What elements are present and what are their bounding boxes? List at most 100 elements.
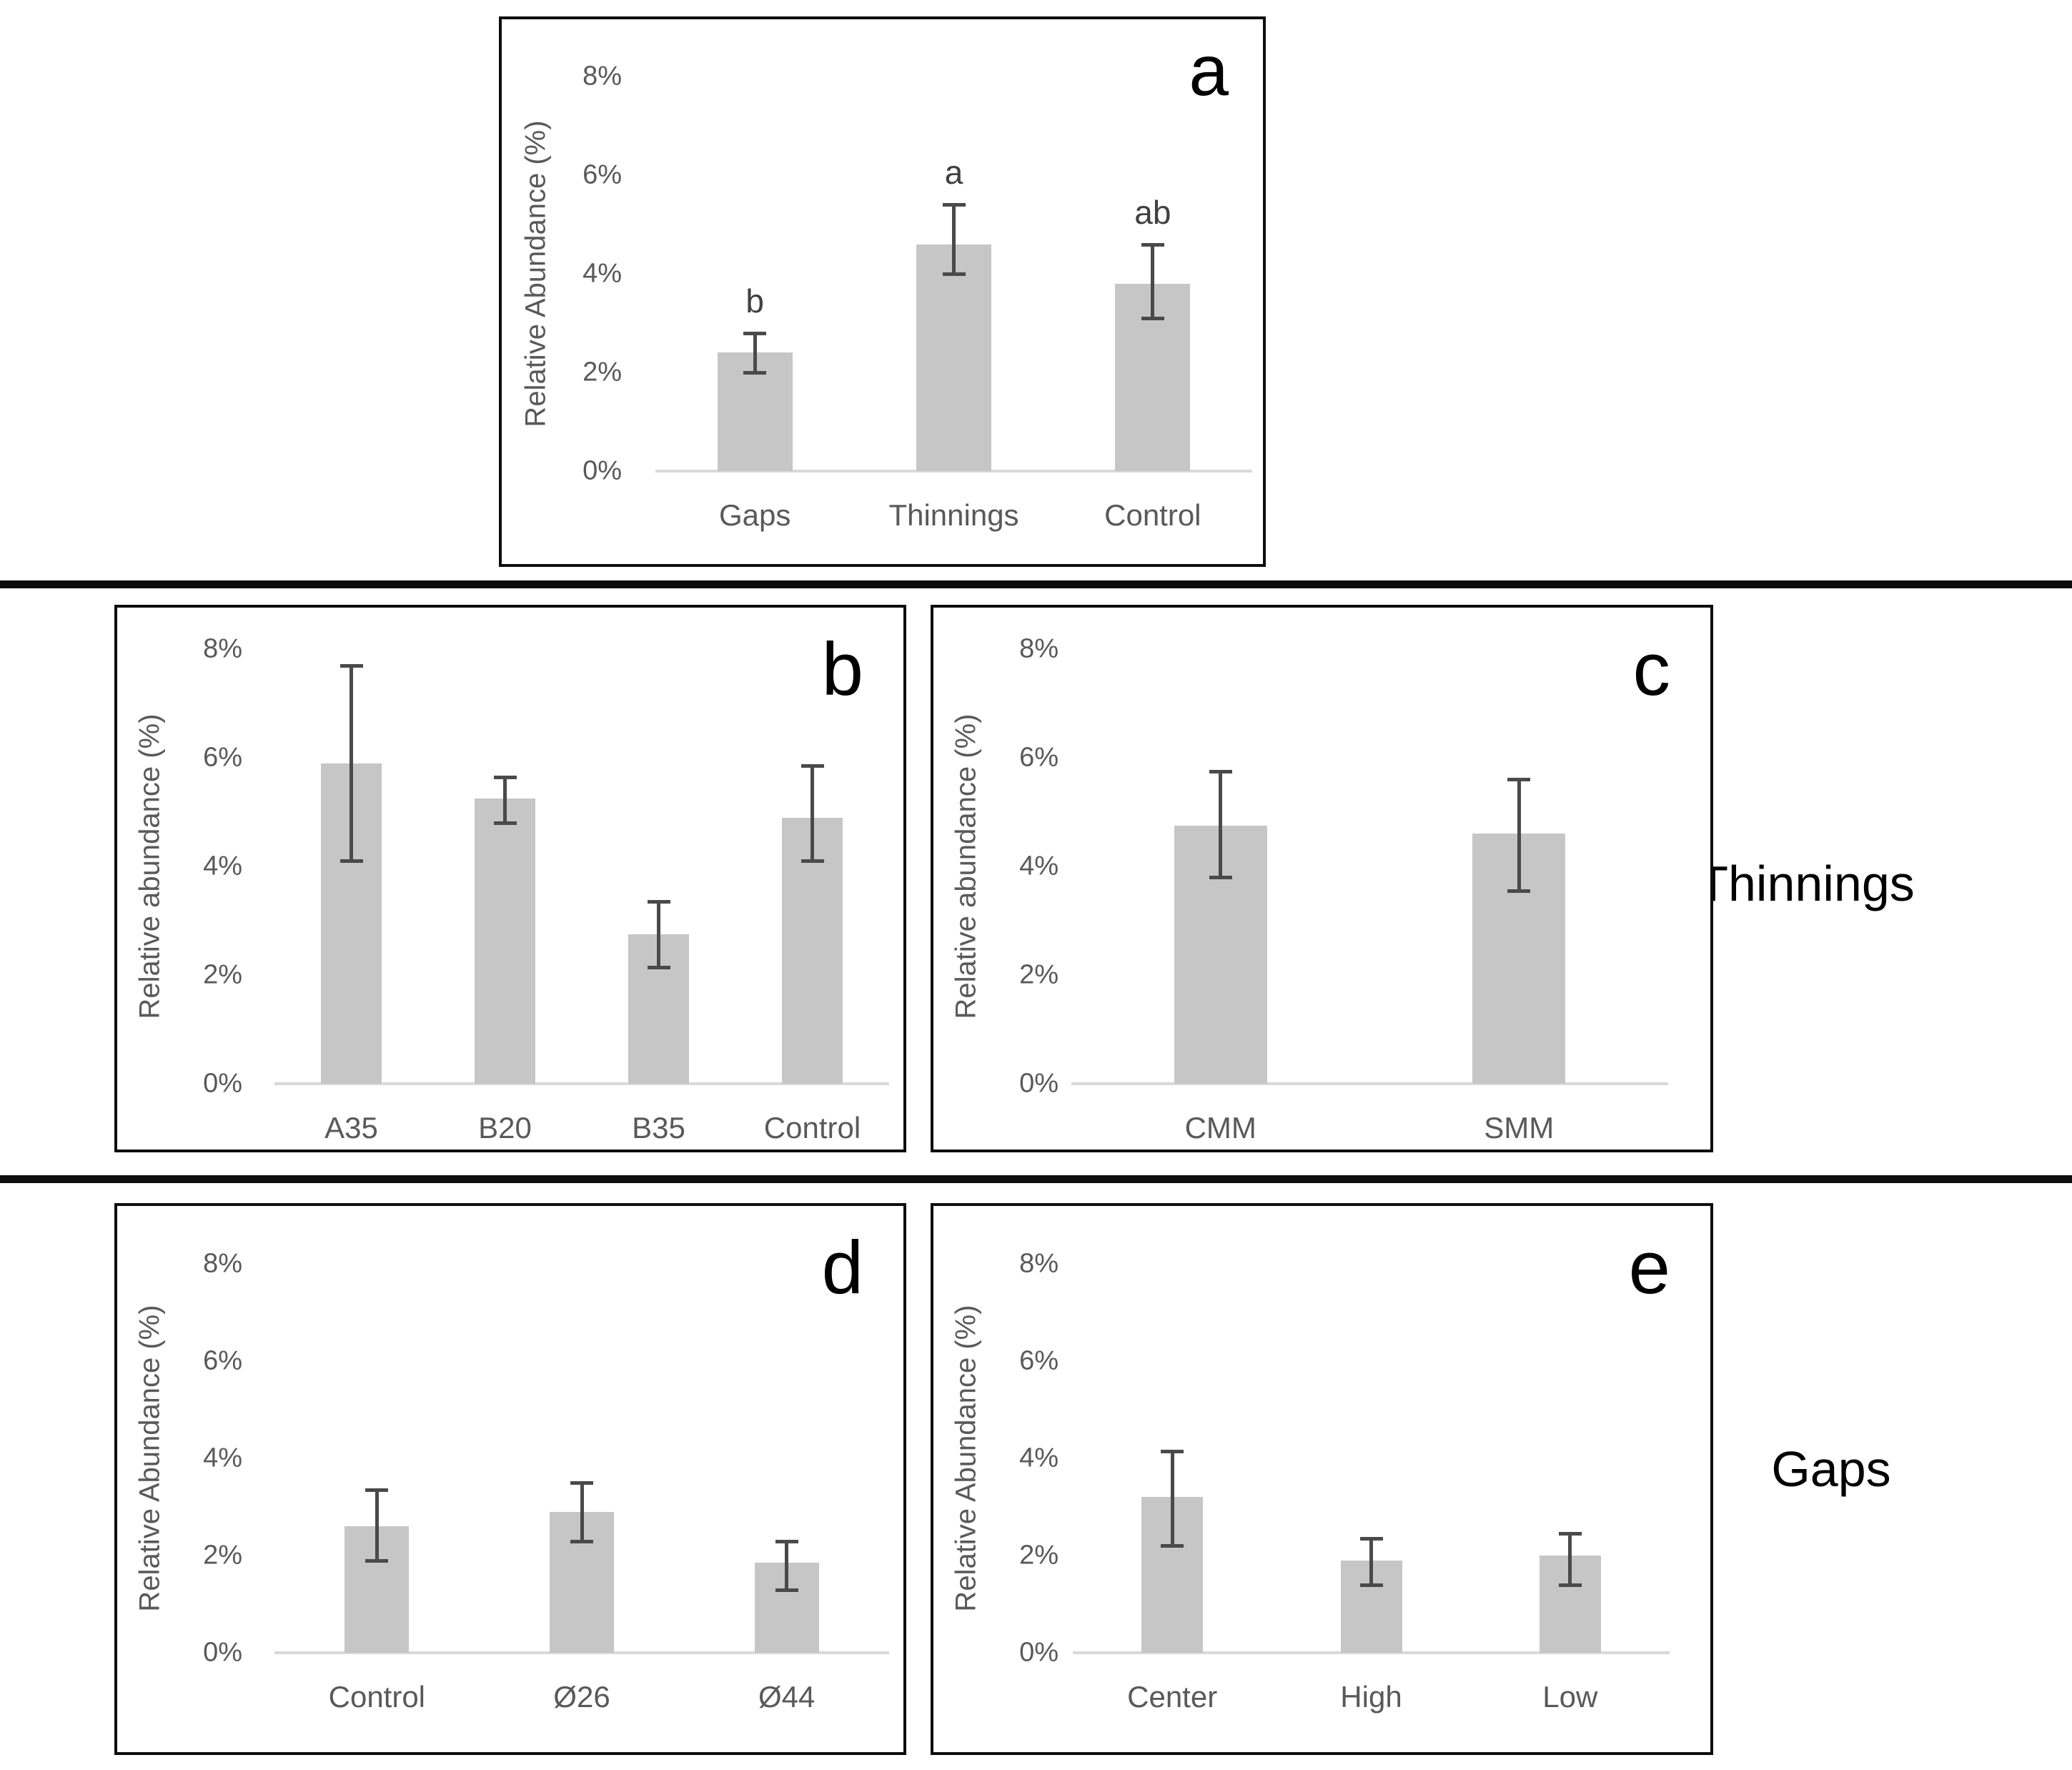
chart-panel-b: b Relative abundance (%) 0% 2% 4% 6% 8% A35 B20 B… bbox=[114, 605, 906, 1152]
error-bar-line bbox=[1369, 1538, 1373, 1585]
x-category-label: Control bbox=[763, 1111, 861, 1144]
error-bar-cap bbox=[800, 859, 824, 864]
x-category-label: A35 bbox=[324, 1111, 378, 1144]
y-tick-label: 8% bbox=[583, 61, 622, 92]
error-bar-cap bbox=[1141, 317, 1164, 321]
y-tick-label: 6% bbox=[203, 1345, 242, 1376]
significance-letter: a bbox=[944, 154, 963, 192]
error-bar-cap bbox=[942, 272, 966, 276]
error-bar-line bbox=[811, 766, 814, 861]
y-tick-label: 8% bbox=[203, 1248, 242, 1279]
x-category-label: CMM bbox=[1184, 1111, 1256, 1144]
chart-panel-e: e Relative Abundance (%) 0% 2% 4% 6% 8% Center H… bbox=[931, 1203, 1713, 1755]
panel-letter-e: e bbox=[1628, 1226, 1670, 1310]
error-bar-cap bbox=[339, 859, 363, 864]
error-bar-cap bbox=[1558, 1532, 1582, 1536]
y-tick-label: 0% bbox=[1019, 1637, 1059, 1668]
y-tick-label: 6% bbox=[1019, 742, 1059, 773]
x-category-label: Control bbox=[328, 1680, 426, 1714]
error-bar-cap bbox=[493, 775, 517, 779]
error-bar-cap bbox=[647, 900, 670, 904]
error-bar-line bbox=[350, 665, 353, 861]
error-bar-cap bbox=[775, 1588, 798, 1592]
y-tick-label: 6% bbox=[1019, 1345, 1059, 1376]
x-category-label: Ø44 bbox=[758, 1680, 816, 1714]
x-category-label: Thinnings bbox=[888, 498, 1019, 532]
error-bar-cap bbox=[647, 965, 670, 969]
error-bar-line bbox=[1219, 771, 1223, 878]
x-category-label: SMM bbox=[1484, 1111, 1555, 1144]
y-tick-label: 0% bbox=[583, 455, 622, 486]
y-tick-label: 6% bbox=[203, 742, 242, 773]
y-tick-label: 4% bbox=[203, 1443, 242, 1473]
error-bar-cap bbox=[1558, 1583, 1582, 1587]
error-bar-cap bbox=[743, 331, 767, 335]
row-label-thinnings: Thinnings bbox=[1697, 856, 1915, 911]
row-separator-bottom bbox=[0, 1175, 2072, 1183]
x-axis-line bbox=[1073, 1651, 1670, 1654]
y-tick-label: 0% bbox=[203, 1068, 242, 1099]
error-bar-cap bbox=[1161, 1449, 1184, 1453]
error-bar-line bbox=[1568, 1533, 1572, 1585]
y-tick-label: 8% bbox=[1019, 633, 1059, 664]
error-bar-line bbox=[1170, 1450, 1174, 1546]
y-tick-label: 4% bbox=[583, 258, 622, 289]
significance-letter: b bbox=[745, 282, 764, 320]
error-bar-line bbox=[657, 901, 660, 967]
panel-letter-d: d bbox=[821, 1226, 863, 1310]
error-bar-line bbox=[580, 1483, 584, 1541]
error-bar-cap bbox=[570, 1539, 593, 1543]
error-bar-cap bbox=[1507, 889, 1531, 894]
row-separator-top bbox=[0, 580, 2072, 588]
y-tick-label: 8% bbox=[1019, 1248, 1059, 1279]
error-bar-cap bbox=[1141, 242, 1164, 247]
x-category-label: Gaps bbox=[718, 498, 791, 532]
x-category-label: B35 bbox=[632, 1111, 685, 1144]
error-bar-cap bbox=[1507, 778, 1531, 782]
error-bar-line bbox=[1517, 779, 1521, 891]
x-category-label: Control bbox=[1104, 498, 1201, 532]
x-axis-line bbox=[274, 1082, 889, 1085]
error-bar-line bbox=[1151, 244, 1155, 319]
error-bar-cap bbox=[1359, 1537, 1383, 1541]
y-tick-label: 8% bbox=[203, 633, 242, 664]
y-tick-label: 6% bbox=[583, 159, 622, 190]
significance-letter: ab bbox=[1134, 193, 1171, 231]
x-axis-line bbox=[274, 1651, 889, 1654]
error-bar-cap bbox=[1209, 876, 1232, 880]
y-tick-label: 2% bbox=[1019, 1540, 1059, 1571]
error-bar-cap bbox=[1209, 770, 1232, 773]
error-bar-cap bbox=[365, 1488, 389, 1493]
bar-B20 bbox=[475, 799, 535, 1084]
error-bar-cap bbox=[570, 1481, 593, 1485]
error-bar-line bbox=[375, 1490, 379, 1561]
panel-letter-a: a bbox=[1189, 31, 1229, 111]
error-bar-line bbox=[503, 776, 507, 824]
x-category-label: Low bbox=[1542, 1680, 1598, 1714]
y-tick-label: 2% bbox=[583, 357, 622, 387]
error-bar-cap bbox=[743, 371, 767, 375]
chart-panel-d: d Relative Abundance (%) 0% 2% 4% 6% 8% Control… bbox=[114, 1203, 906, 1755]
y-tick-label: 2% bbox=[203, 959, 242, 990]
x-category-label: Ø26 bbox=[553, 1680, 610, 1714]
error-bar-cap bbox=[775, 1539, 798, 1543]
y-tick-label: 0% bbox=[203, 1637, 242, 1668]
y-tick-label: 4% bbox=[203, 851, 242, 881]
y-tick-label: 4% bbox=[1019, 851, 1059, 881]
y-tick-label: 0% bbox=[1019, 1068, 1059, 1099]
row-label-gaps: Gaps bbox=[1771, 1441, 1891, 1497]
error-bar-cap bbox=[942, 203, 966, 207]
x-category-label: B20 bbox=[478, 1111, 532, 1144]
y-tick-label: 4% bbox=[1019, 1443, 1059, 1473]
y-tick-label: 2% bbox=[203, 1540, 242, 1571]
y-tick-label: 2% bbox=[1019, 959, 1059, 990]
panel-letter-b: b bbox=[821, 628, 863, 711]
error-bar-cap bbox=[339, 663, 363, 668]
error-bar-cap bbox=[800, 764, 824, 768]
error-bar-cap bbox=[1359, 1583, 1383, 1587]
x-category-label: Center bbox=[1127, 1680, 1218, 1714]
x-axis-line bbox=[655, 470, 1252, 473]
error-bar-cap bbox=[493, 821, 517, 826]
x-category-label: High bbox=[1340, 1680, 1402, 1714]
